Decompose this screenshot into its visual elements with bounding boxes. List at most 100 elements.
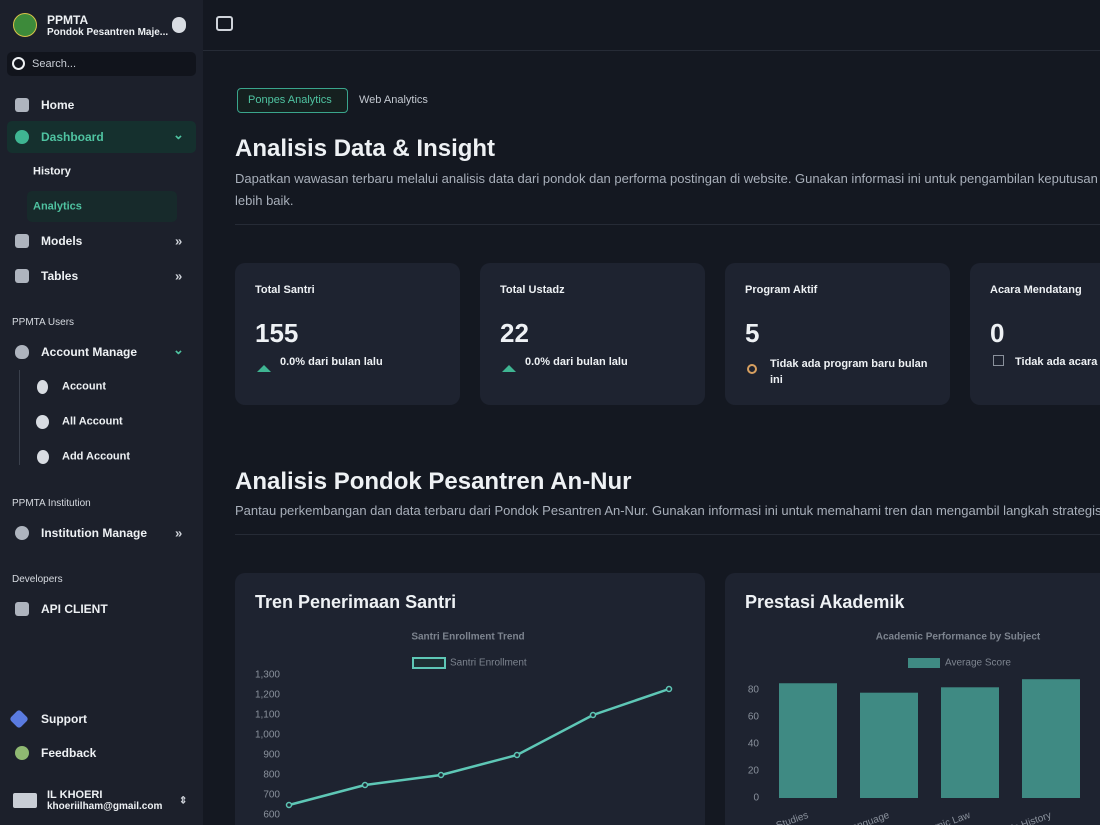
user-email: khoeriilham@gmail.com: [47, 801, 163, 812]
x-tick-label: Arabic Language: [816, 810, 891, 825]
legend-swatch: [412, 657, 446, 669]
nav-item[interactable]: Institution Manage: [41, 526, 147, 540]
search-box[interactable]: [7, 52, 196, 76]
stat-note: Tidak ada acara: [1015, 356, 1098, 368]
user-icon: [37, 380, 48, 394]
api-icon: [15, 602, 29, 616]
stat-label: Total Ustadz: [500, 284, 565, 296]
broadcast-icon: [747, 364, 757, 374]
brand-subtitle: Pondok Pesantren Maje...: [47, 27, 169, 38]
nav-item[interactable]: Account Manage: [41, 345, 138, 359]
nav-subitem[interactable]: History: [33, 165, 71, 178]
x-tick-label: Islamic History: [988, 810, 1053, 825]
institution-icon: [15, 526, 29, 540]
section-title: PPMTA Institution: [12, 498, 91, 509]
stat-label: Acara Mendatang: [990, 284, 1082, 296]
chevron-right: »: [175, 233, 183, 249]
stat-note: 0.0% dari bulan lalu: [280, 356, 383, 368]
nav-item[interactable]: Feedback: [41, 746, 97, 760]
y-tick-label: 900: [263, 750, 280, 761]
bar: [779, 683, 837, 798]
x-tick-label: Quran Studies: [746, 810, 810, 825]
overview-description: Dapatkan wawasan terbaru melalui analisi…: [235, 171, 1100, 208]
user-menu-toggle[interactable]: ⇕: [179, 795, 188, 807]
stat-value: 0: [990, 318, 1005, 348]
nav-subitem[interactable]: Account: [62, 380, 106, 393]
nav-item[interactable]: Home: [41, 98, 75, 112]
chart-title: Santri Enrollment Trend: [411, 632, 524, 643]
point: [437, 771, 445, 779]
main: Ponpes Analytics Web Analytics Analisis …: [203, 0, 1100, 825]
bar-chart: Academic Performance by Subject Average S…: [746, 632, 1080, 825]
bar: [941, 687, 999, 798]
chart-title: Academic Performance by Subject: [876, 632, 1041, 643]
user-name: IL KHOERI: [47, 789, 103, 801]
active-bg: [7, 121, 196, 153]
card-title: Prestasi Akademik: [745, 592, 905, 612]
stat-card: Acara Mendatang 0 Tidak ada acara: [970, 263, 1100, 405]
tab-label[interactable]: Ponpes Analytics: [248, 94, 332, 106]
nav-item[interactable]: Support: [41, 712, 87, 726]
card-title: Tren Penerimaan Santri: [255, 592, 457, 612]
section-title: PPMTA Users: [12, 317, 75, 328]
nav-item[interactable]: API CLIENT: [41, 602, 108, 616]
legend-swatch: [908, 658, 940, 668]
overview-title: Analisis Data & Insight: [235, 135, 496, 162]
point: [513, 751, 521, 759]
tab-label[interactable]: Web Analytics: [359, 94, 428, 106]
nav-subitem[interactable]: All Account: [62, 415, 123, 428]
monitor-icon: [993, 355, 1004, 366]
support-icon: [9, 709, 29, 729]
topbar-border: [203, 50, 1100, 51]
active-bg: [27, 191, 177, 222]
user-avatar: [13, 793, 37, 808]
switch-icon[interactable]: [172, 17, 186, 33]
line-chart: Santri Enrollment Trend Santri Enrollment…: [255, 632, 673, 821]
models-icon: [15, 234, 29, 248]
users-icon: [36, 415, 49, 429]
nav-subitem[interactable]: Analytics: [33, 200, 82, 213]
section-title: Developers: [12, 574, 63, 585]
point: [665, 685, 673, 693]
sidebar-toggle[interactable]: [216, 16, 233, 31]
search-placeholder: Search...: [32, 58, 77, 70]
stat-note: 0.0% dari bulan lalu: [525, 356, 628, 368]
brand-title: PPMTA: [47, 13, 89, 27]
trend-icon: [502, 358, 516, 372]
line: [288, 687, 670, 807]
y-tick-label: 1,100: [255, 710, 280, 721]
chart-card: Prestasi Akademik Academic Performance b…: [725, 573, 1100, 825]
nav-subitem[interactable]: Add Account: [62, 450, 131, 463]
tree-line: [19, 370, 20, 465]
y-tick-label: 20: [748, 766, 760, 777]
point: [589, 711, 597, 719]
nav-item[interactable]: Tables: [41, 269, 79, 283]
feedback-icon: [15, 746, 29, 760]
add-user-icon: [37, 450, 49, 464]
x-tick-label: Islamic Law: [919, 810, 973, 825]
trend-icon: [257, 358, 271, 372]
divider: [235, 224, 1100, 225]
stat-card: Program Aktif 5 Tidak ada program baru b…: [725, 263, 950, 405]
stat-label: Program Aktif: [745, 284, 818, 296]
y-tick-label: 1,000: [255, 730, 280, 741]
section-description: Pantau perkembangan dan data terbaru dar…: [235, 503, 1100, 518]
y-tick-label: 40: [748, 739, 760, 750]
section-title: Analisis Pondok Pesantren An-Nur: [235, 468, 632, 495]
tab-active[interactable]: [237, 88, 348, 113]
y-tick-label: 600: [263, 810, 280, 821]
stat-card: Total Santri 155 0.0% dari bulan lalu: [235, 263, 460, 405]
dashboard-icon: [15, 130, 29, 144]
y-tick-label: 60: [748, 712, 760, 723]
nav-item[interactable]: Models: [41, 234, 83, 248]
divider: [235, 534, 1100, 535]
legend-label: Average Score: [945, 658, 1011, 669]
stat-value: 5: [745, 318, 760, 348]
y-tick-label: 80: [748, 685, 760, 696]
nav-item[interactable]: Dashboard: [41, 130, 104, 144]
chevron-down: ⌄: [173, 342, 184, 357]
bar: [1022, 679, 1080, 798]
account-icon: [15, 345, 29, 359]
chevron-down: ⌄: [173, 127, 184, 142]
